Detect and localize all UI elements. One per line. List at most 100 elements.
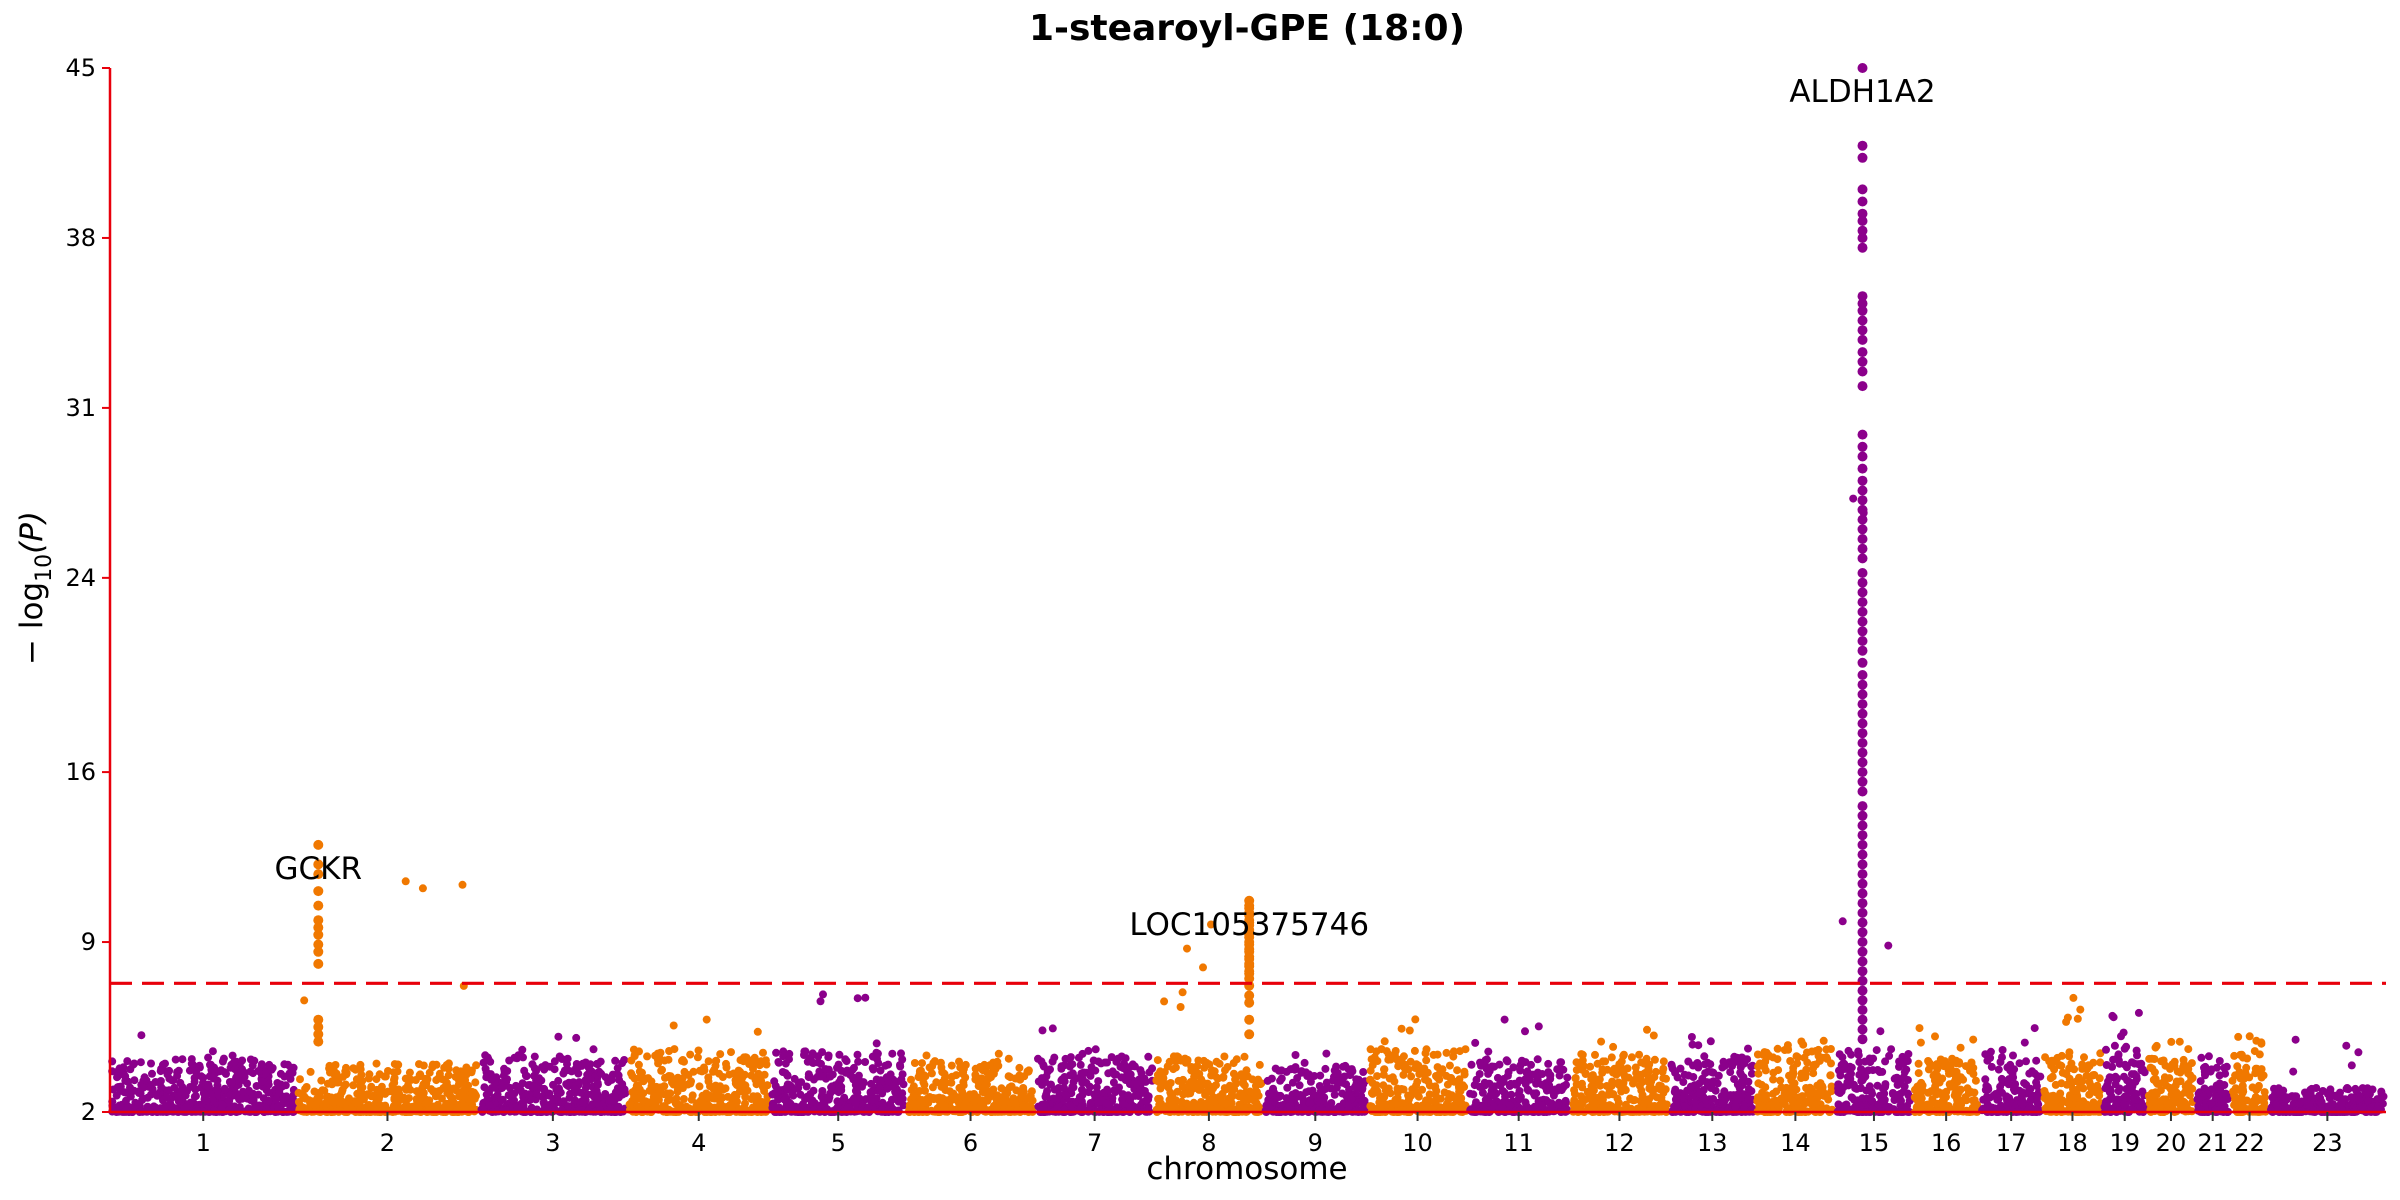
snp-point <box>1805 1091 1814 1100</box>
snp-point <box>117 1069 126 1078</box>
snp-point <box>147 1059 155 1068</box>
snp-point <box>1726 1068 1735 1077</box>
snp-point <box>575 1078 584 1087</box>
snp-point <box>1734 1054 1742 1062</box>
snp-point <box>688 1091 697 1100</box>
snp-point <box>1872 1046 1881 1055</box>
snp-point <box>1761 1066 1770 1075</box>
snp-point <box>510 1096 518 1105</box>
snp-point <box>868 1096 877 1104</box>
snp-point <box>472 1061 481 1070</box>
snp-point <box>572 1033 581 1042</box>
snp-point <box>1720 1061 1729 1070</box>
snp-point <box>679 1095 688 1103</box>
snp-point <box>1501 1092 1510 1101</box>
snp-point <box>909 1082 918 1091</box>
snp-point <box>485 1101 494 1110</box>
snp-point <box>1649 1031 1658 1040</box>
snp-point <box>1182 1099 1191 1108</box>
snp-point <box>1754 1069 1763 1078</box>
snp-point <box>1321 1084 1330 1093</box>
snp-point <box>1401 1060 1410 1069</box>
chromosome-15-points <box>1833 494 1914 1116</box>
snp-point <box>1597 1037 1606 1046</box>
snp-point <box>482 1073 491 1082</box>
snp-point <box>419 1061 428 1070</box>
snp-point <box>1700 1060 1709 1069</box>
snp-point <box>1397 1024 1406 1033</box>
snp-point <box>1774 1066 1783 1075</box>
snp-point <box>1048 1057 1057 1066</box>
snp-point <box>1826 1071 1835 1080</box>
snp-point <box>770 1077 779 1086</box>
snp-point <box>1785 1089 1794 1098</box>
snp-point <box>948 1072 957 1081</box>
snp-point <box>148 1069 156 1078</box>
snp-point <box>881 1061 890 1070</box>
snp-point <box>1500 1015 1509 1024</box>
snp-point <box>1061 1091 1070 1100</box>
snp-point <box>574 1069 583 1078</box>
snp-point <box>1646 1085 1655 1094</box>
snp-point <box>418 884 427 893</box>
snp-point <box>1503 1071 1512 1080</box>
snp-point <box>722 1059 730 1068</box>
snp-point <box>1563 1073 1572 1082</box>
snp-point <box>264 1088 273 1097</box>
snp-point <box>1517 1056 1526 1065</box>
snp-point <box>358 1076 367 1085</box>
snp-point <box>1591 1050 1599 1059</box>
snp-point <box>1496 1081 1505 1090</box>
snp-point <box>130 1059 139 1068</box>
snp-point <box>634 1060 643 1069</box>
snp-point <box>802 1082 811 1091</box>
snp-point <box>1455 1075 1464 1084</box>
snp-point <box>1244 1094 1252 1103</box>
snp-point <box>191 1085 200 1094</box>
snp-point <box>550 1057 559 1066</box>
snp-point <box>994 1049 1003 1058</box>
snp-point <box>1587 1075 1596 1084</box>
snp-point <box>1924 1088 1933 1097</box>
snp-point <box>1160 997 1169 1006</box>
snp-point <box>1555 1064 1564 1073</box>
snp-point <box>1016 1087 1024 1096</box>
snp-point <box>1405 1026 1414 1035</box>
snp-point <box>1240 1052 1249 1061</box>
snp-point <box>876 1066 885 1075</box>
snp-point <box>835 1050 844 1059</box>
snp-point <box>1857 1065 1865 1074</box>
snp-point <box>401 1095 410 1104</box>
snp-point <box>1144 1052 1153 1061</box>
snp-point <box>1802 1084 1811 1092</box>
snp-point <box>530 1064 539 1073</box>
snp-point <box>238 1094 246 1103</box>
snp-point <box>572 1060 581 1068</box>
snp-point <box>1887 1045 1896 1054</box>
snp-point <box>1196 1085 1205 1094</box>
snp-point <box>1643 1025 1651 1034</box>
snp-point <box>418 1083 427 1092</box>
snp-point <box>1959 1075 1968 1084</box>
snp-point <box>818 1087 827 1095</box>
snp-point <box>1225 1081 1234 1090</box>
snp-point <box>657 1066 666 1075</box>
snp-point <box>864 1103 873 1112</box>
snp-point <box>1220 1052 1229 1061</box>
snp-point <box>729 1069 738 1078</box>
snp-point <box>947 1078 956 1087</box>
snp-point <box>1141 1077 1150 1086</box>
snp-point <box>372 1085 381 1094</box>
snp-point <box>736 1087 744 1095</box>
snp-point <box>1107 1053 1116 1062</box>
snp-point <box>918 1059 926 1068</box>
snp-point <box>760 1070 769 1079</box>
snp-point <box>629 1088 638 1097</box>
snp-point <box>115 1101 124 1110</box>
snp-point <box>401 877 410 886</box>
snp-point <box>1932 1090 1941 1099</box>
snp-point <box>349 1064 358 1073</box>
snp-point <box>807 1097 816 1106</box>
snp-point <box>1635 1050 1644 1059</box>
snp-point <box>425 1068 434 1077</box>
